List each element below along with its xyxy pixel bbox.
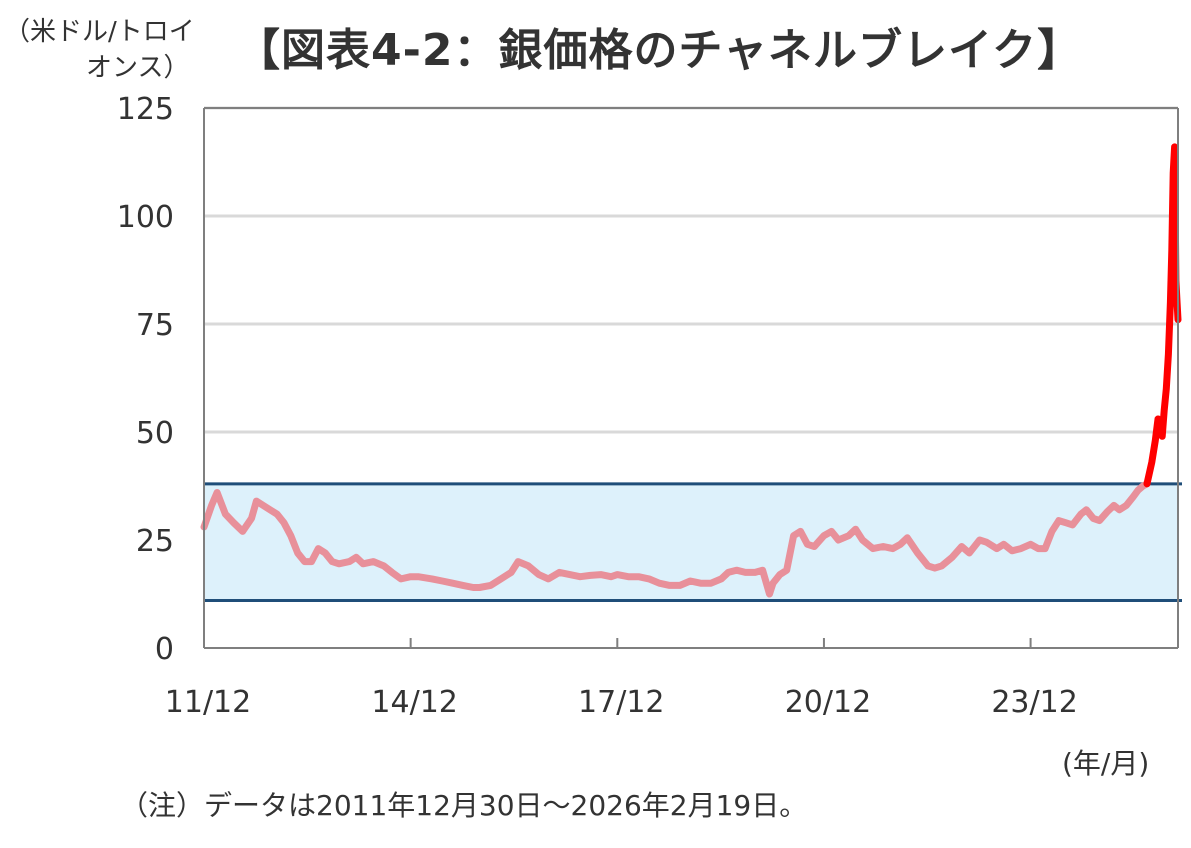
- chart-title: 【図表4-2：銀価格のチャネルブレイク】: [236, 25, 1083, 76]
- x-tick-label: 23/12: [991, 685, 1077, 720]
- gridlines: [204, 106, 1178, 542]
- y-tick-label: 50: [136, 416, 174, 451]
- y-tick-label: 75: [136, 308, 174, 343]
- y-tick-label: 0: [155, 632, 174, 667]
- y-tick-label: 100: [117, 200, 174, 235]
- series-lines: [200, 143, 1182, 598]
- y-tick-label: 25: [136, 524, 174, 559]
- y-axis-unit-label: （米ドル/トロイ オンス）: [4, 14, 244, 86]
- x-tick-label: 14/12: [371, 685, 457, 720]
- x-tick-label: 20/12: [785, 685, 871, 720]
- series-line-in-channel: [200, 480, 1151, 598]
- x-axis-unit-label: (年/月): [1062, 747, 1150, 780]
- y-tick-label: 125: [117, 92, 174, 127]
- y-axis-unit-line2: オンス）: [86, 53, 190, 83]
- x-tick-label: 11/12: [165, 685, 251, 720]
- tick-labels: 0 25 50 75 100 125 11/12 14/12 17/12 20/12 23/12: [117, 92, 1078, 720]
- chart-note: （注）データは2011年12月30日～2026年2月19日。: [120, 789, 808, 822]
- axes: [203, 107, 1179, 649]
- y-axis-unit-line1: （米ドル/トロイ: [4, 17, 195, 47]
- x-tick-label: 17/12: [578, 685, 664, 720]
- series-line-breakout: [1143, 143, 1182, 488]
